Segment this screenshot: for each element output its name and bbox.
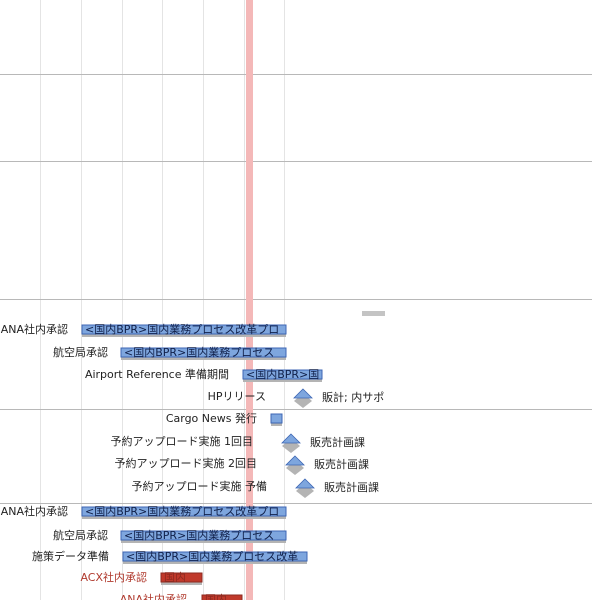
- task-label: 施策データ準備: [32, 549, 109, 563]
- milestone-shadow: [282, 438, 300, 453]
- task-label: ACX社内承認: [80, 570, 147, 584]
- bar-text: <国内BPR>国内業務プロセス: [124, 528, 274, 542]
- task-label: Cargo News 発行: [166, 411, 257, 425]
- task-bar: [120, 347, 287, 358]
- milestone-note: 販売計画課: [314, 457, 369, 471]
- bar-text: <国内BPR>国内業務プロセス改革: [126, 549, 298, 563]
- task-bar: [160, 572, 203, 583]
- milestone-note: 販売計画課: [310, 435, 365, 449]
- bar-text: <国内BPR>国内業務プロセス改革プロ: [85, 504, 279, 518]
- task-bar: [122, 551, 308, 562]
- bar-text: <国内BPR>国内業務プロセス: [124, 345, 274, 359]
- task-bar: [120, 530, 287, 541]
- summary-bar: [362, 311, 385, 316]
- task-label: 予約アップロード実施 予備: [132, 479, 268, 493]
- milestone: [293, 388, 313, 399]
- task-bar: [81, 506, 287, 517]
- task-label: HPリリース: [208, 390, 266, 403]
- task-bar: [81, 324, 287, 335]
- milestone-shadow: [294, 393, 312, 408]
- task-bar: [270, 413, 283, 424]
- bar-text: 国内: [205, 592, 227, 600]
- task-label: 予約アップロード実施 1回目: [111, 434, 254, 448]
- task-label: 航空局承認: [53, 345, 108, 359]
- task-label: 航空局承認: [53, 528, 108, 542]
- milestone: [281, 433, 301, 444]
- task-label: ANA社内承認: [1, 322, 68, 336]
- bar-text: <国内BPR>国内業務プロセス改革プロ: [85, 322, 279, 336]
- task-label: 予約アップロード実施 2回目: [115, 456, 258, 470]
- milestone: [285, 455, 305, 466]
- task-label: ANA社内承認: [120, 592, 187, 600]
- milestone-shadow: [296, 483, 314, 498]
- task-label: Airport Reference 準備期間: [85, 367, 229, 381]
- milestone-shadow: [286, 460, 304, 475]
- task-label: ANA社内承認: [1, 504, 68, 518]
- today-line: [246, 0, 253, 600]
- milestone-note: 販計; 内サポ: [322, 390, 384, 404]
- bar-text: 国内: [164, 570, 186, 584]
- bar-text: <国内BPR>国: [246, 367, 319, 381]
- task-bar: [242, 369, 323, 380]
- milestone-note: 販売計画課: [324, 480, 379, 494]
- milestone: [295, 478, 315, 489]
